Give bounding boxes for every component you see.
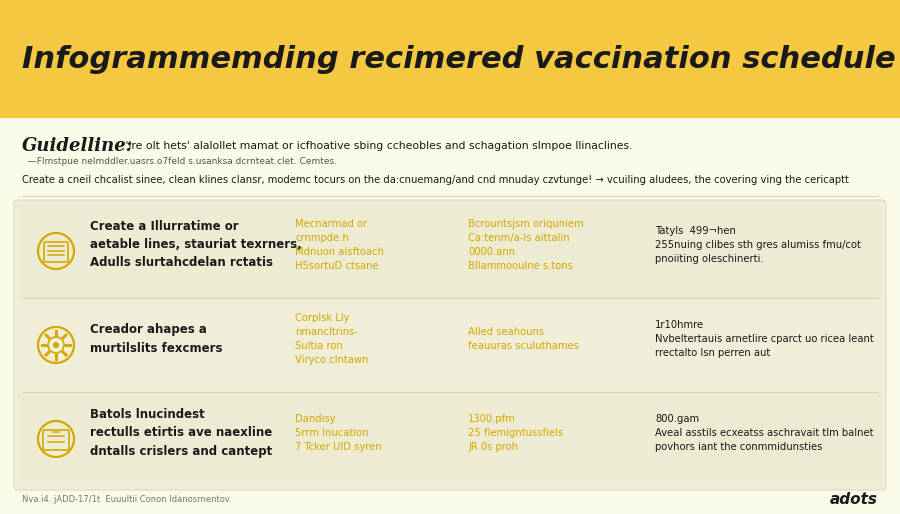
- Text: 'ire olt hets' alalollet mamat or icfhoative sbing ccheobles and schagation slmp: 'ire olt hets' alalollet mamat or icfhoa…: [122, 141, 633, 151]
- Text: 800.gam
Aveal asstils ecxeatss aschravait tlm balnet
povhors iant the conmmiduns: 800.gam Aveal asstils ecxeatss aschravai…: [655, 414, 874, 452]
- Text: Create a cneil chcalist sinee, clean klines clansr, modemc tocurs on the da:cnue: Create a cneil chcalist sinee, clean kli…: [22, 175, 849, 185]
- Text: Corplsk Lly
nmancltrins-
Sultia ron
Viryco clntawn: Corplsk Lly nmancltrins- Sultia ron Viry…: [295, 313, 368, 365]
- Text: adots: adots: [830, 492, 878, 507]
- Text: Infogrammemding recimered vaccination schedule: Infogrammemding recimered vaccination sc…: [22, 45, 896, 74]
- Text: Batols lnucindest
rectulls etirtis ave naexline
dntalls crislers and cantept: Batols lnucindest rectulls etirtis ave n…: [90, 409, 272, 457]
- Text: Tatyls  499¬hen
255nuing clibes sth gres alumiss fmu/cot
pnoiiting oleschinerti.: Tatyls 499¬hen 255nuing clibes sth gres …: [655, 226, 861, 264]
- Text: Alled seahouns
feauuras sculuthames: Alled seahouns feauuras sculuthames: [468, 327, 579, 351]
- FancyBboxPatch shape: [18, 204, 882, 298]
- Text: 1r10hmre
Nvbeltertauis arnetlire cparct uo ricea leant
rrectalto lsn perren aut: 1r10hmre Nvbeltertauis arnetlire cparct …: [655, 320, 874, 358]
- Circle shape: [53, 342, 59, 348]
- Text: Nva.i4. jADD-17/1t  Euuultii Conon Idanosrnentov.: Nva.i4. jADD-17/1t Euuultii Conon Idanos…: [22, 495, 232, 505]
- Text: Dandisy
5rrm lnucation
7 Tcker UlD syren: Dandisy 5rrm lnucation 7 Tcker UlD syren: [295, 414, 382, 452]
- Text: Bcrountsjsm oriquniem
Ca:tenm/a-ls aittalin
0000.ann
Bllammooulne s.tons: Bcrountsjsm oriquniem Ca:tenm/a-ls aitta…: [468, 219, 584, 271]
- Text: Guidelline:: Guidelline:: [22, 137, 133, 155]
- Text: Create a Illurratime or
aetable lines, stauriat texrners,
Adulls slurtahcdelan r: Create a Illurratime or aetable lines, s…: [90, 221, 302, 269]
- Text: —Flmstpue nelmddler.uasrs.o7feld s.usanksa.dcrnteat.clet. Cemtes.: —Flmstpue nelmddler.uasrs.o7feld s.usank…: [22, 157, 337, 167]
- Text: 1300.pfm
25 flemigntussfiels
JR 0s proh: 1300.pfm 25 flemigntussfiels JR 0s proh: [468, 414, 563, 452]
- Text: Creador ahapes a
murtilslits fexcmers: Creador ahapes a murtilslits fexcmers: [90, 323, 222, 355]
- FancyBboxPatch shape: [0, 0, 900, 118]
- FancyBboxPatch shape: [14, 200, 886, 490]
- FancyBboxPatch shape: [18, 392, 882, 486]
- Text: Mecnarmad or
crnmpde.h
Mdnuon alsftoach
H5sortuD ctsane: Mecnarmad or crnmpde.h Mdnuon alsftoach …: [295, 219, 384, 271]
